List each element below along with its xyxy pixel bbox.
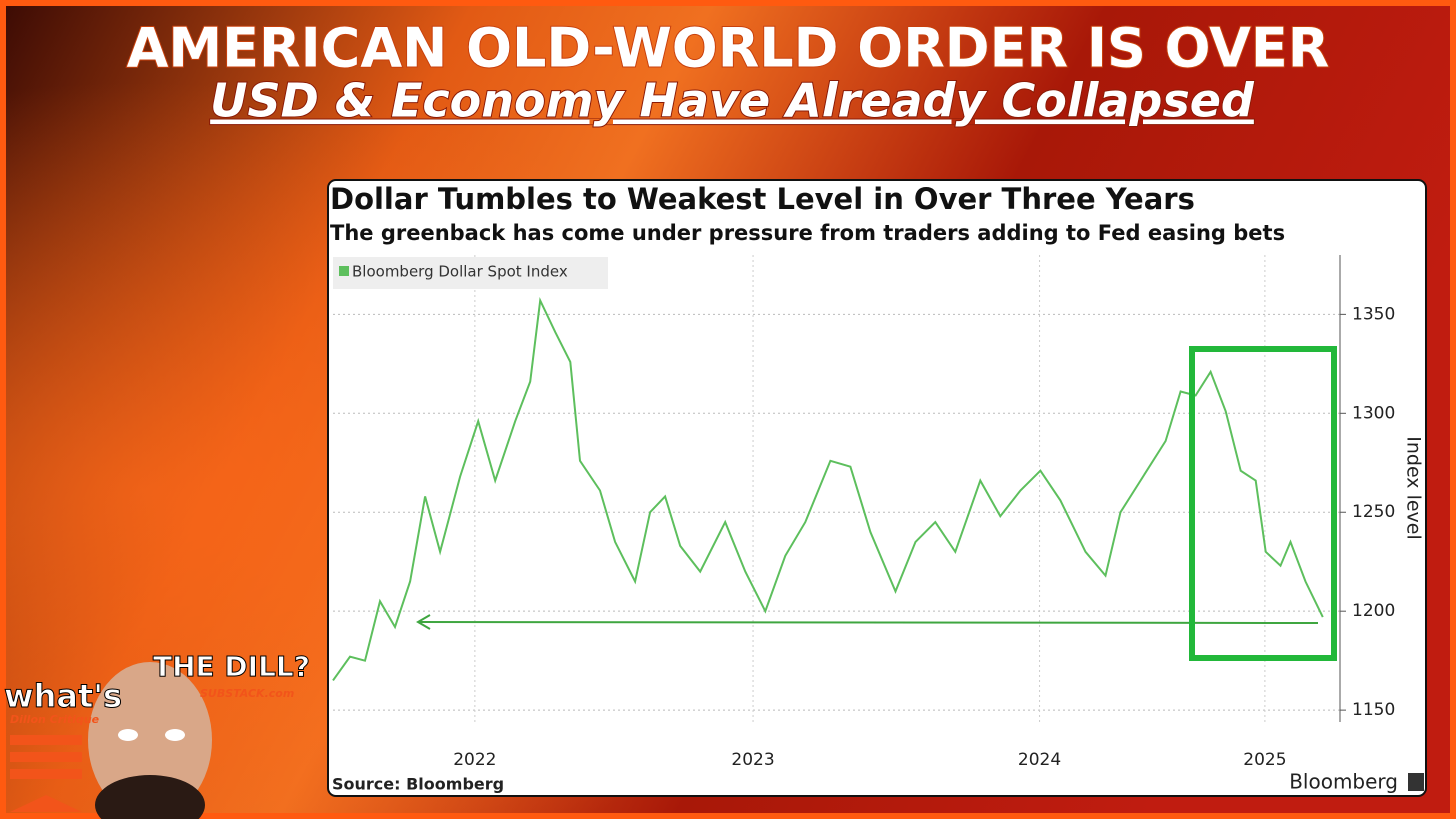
chart-title: Dollar Tumbles to Weakest Level in Over …	[330, 182, 1195, 216]
source: Source: Bloomberg	[332, 775, 504, 794]
brand-icon	[1408, 773, 1424, 791]
logo-bar	[10, 769, 82, 779]
x-tick-label: 2024	[1018, 750, 1061, 770]
x-tick-label: 2022	[453, 750, 496, 770]
y-tick-label: 1250	[1352, 502, 1395, 522]
logo-roof	[10, 795, 82, 812]
legend-swatch	[339, 266, 349, 276]
logo-left: what's	[4, 677, 122, 715]
y-tick-label: 1350	[1352, 304, 1395, 324]
channel-logo: THE DILL? what's SUBSTACK.com Dillon Cri…	[4, 650, 311, 819]
host-eye	[165, 729, 185, 741]
brand: Bloomberg	[1289, 770, 1398, 794]
legend-box	[333, 257, 608, 289]
chart-subtitle: The greenback has come under pressure fr…	[330, 221, 1285, 245]
annotation-box	[1189, 346, 1337, 661]
logo-top: THE DILL?	[153, 650, 310, 683]
host-head	[88, 662, 212, 818]
y-tick-label: 1150	[1352, 700, 1395, 720]
logo-bar	[10, 735, 82, 745]
y-axis-label: Index level	[1403, 436, 1425, 540]
host-eye	[118, 729, 138, 741]
x-tick-label: 2025	[1243, 750, 1286, 770]
host-beard	[95, 775, 205, 819]
x-tick-label: 2023	[731, 750, 774, 770]
y-tick-label: 1300	[1352, 403, 1395, 423]
chart-card	[327, 179, 1427, 797]
logo-site: SUBSTACK.com	[200, 687, 294, 700]
legend-label: Bloomberg Dollar Spot Index	[352, 263, 568, 281]
headline-subtitle: USD & Economy Have Already Collapsed	[210, 74, 1255, 128]
headline: AMERICAN OLD-WORLD ORDER IS OVER	[127, 17, 1330, 80]
annotation-arrowhead	[416, 614, 431, 630]
annotation-arrow	[419, 621, 1319, 624]
y-tick-label: 1200	[1352, 601, 1395, 621]
logo-name: Dillon Critique	[10, 713, 100, 726]
logo-bar	[10, 752, 82, 762]
